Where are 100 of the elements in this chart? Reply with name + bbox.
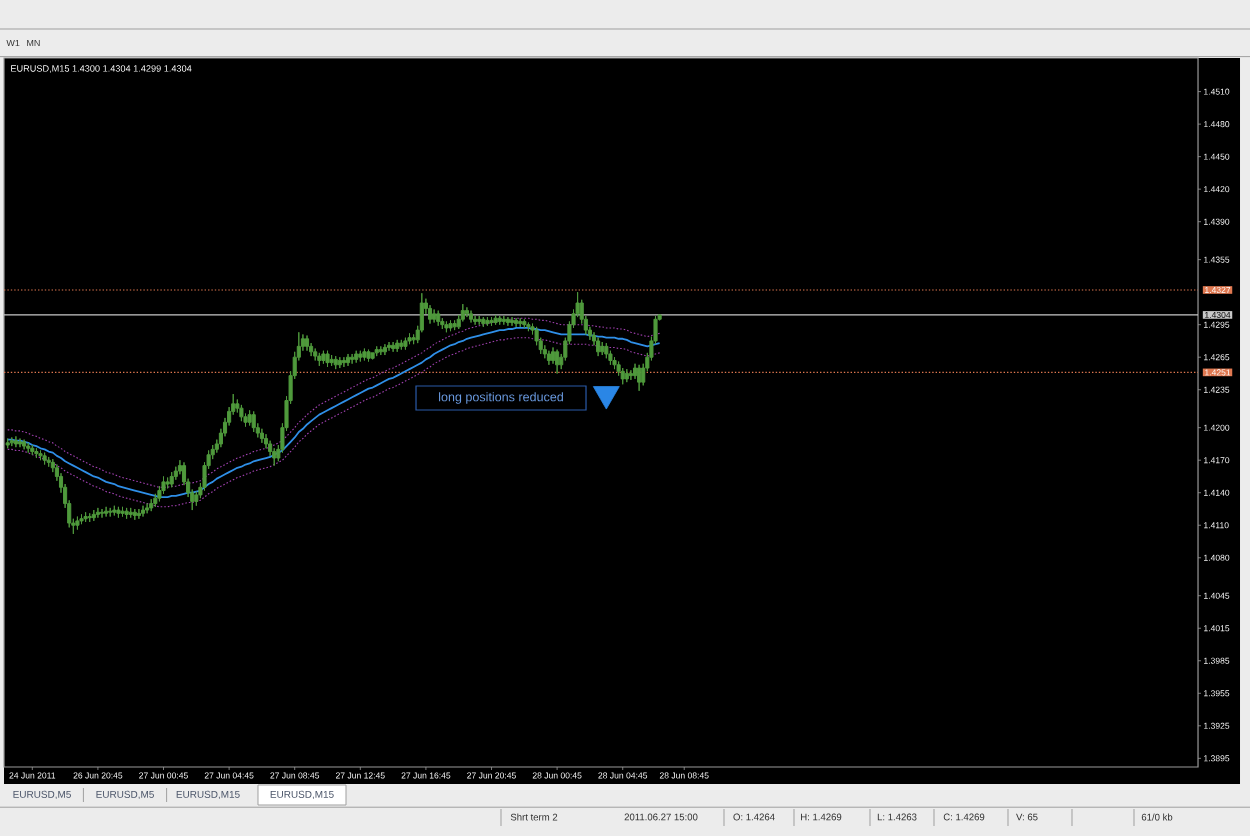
- candlestick: [95, 507, 100, 519]
- candlestick: [87, 512, 92, 523]
- candlestick: [612, 356, 617, 370]
- candlestick: [341, 356, 346, 368]
- candlestick: [165, 477, 170, 489]
- candlestick: [9, 436, 14, 447]
- candlestick: [374, 345, 379, 357]
- candlestick: [444, 320, 449, 333]
- candlestick: [452, 319, 457, 331]
- candlestick: [30, 444, 35, 456]
- candlestick: [259, 428, 264, 444]
- candlestick: [362, 348, 367, 361]
- candlestick: [153, 493, 158, 508]
- candlestick: [272, 447, 277, 467]
- candlestick: [505, 316, 510, 327]
- candlestick: [38, 449, 43, 461]
- candlestick: [440, 317, 445, 330]
- candlestick: [350, 353, 355, 365]
- candlestick: [345, 353, 351, 367]
- candlestick: [526, 322, 531, 332]
- candlestick: [637, 364, 642, 392]
- candlestick: [493, 314, 498, 326]
- candlestick: [194, 491, 199, 507]
- candlestick: [407, 332, 412, 345]
- candlestick: [13, 435, 18, 448]
- candlestick: [534, 326, 539, 346]
- candlestick: [501, 315, 506, 326]
- candlestick: [128, 507, 133, 519]
- candlestick: [370, 352, 375, 360]
- candlestick: [124, 507, 129, 520]
- candlestick: [304, 335, 310, 352]
- candlestick: [395, 339, 400, 353]
- candlestick: [366, 349, 371, 363]
- candlestick: [46, 456, 51, 468]
- candlestick: [600, 341, 605, 356]
- candlestick: [460, 303, 465, 322]
- candlestick: [468, 310, 474, 324]
- candlestick: [26, 442, 31, 454]
- candlestick: [464, 306, 469, 318]
- candlestick: [624, 368, 629, 383]
- candlestick: [243, 413, 248, 428]
- candlestick: [518, 317, 523, 328]
- candlestick: [235, 398, 240, 413]
- candlestick: [309, 342, 314, 357]
- candlestick: [620, 367, 625, 385]
- candlestick: [263, 433, 269, 449]
- candlestick: [522, 318, 527, 329]
- candlestick: [22, 439, 27, 450]
- candlestick: [145, 503, 150, 514]
- candlestick: [321, 350, 326, 365]
- candlestick: [337, 356, 342, 369]
- candlestick: [300, 333, 305, 352]
- candlestick: [509, 316, 515, 327]
- candlestick: [5, 438, 10, 449]
- candlestick: [83, 511, 88, 523]
- candlestick: [497, 315, 502, 326]
- candlestick: [378, 345, 383, 356]
- candlestick: [436, 310, 441, 327]
- candlestick: [555, 349, 560, 374]
- candlestick: [116, 506, 121, 519]
- candlestick: [112, 505, 117, 516]
- candlestick: [317, 352, 322, 367]
- candlestick: [136, 508, 141, 520]
- candlestick: [382, 343, 387, 356]
- candlestick: [108, 507, 113, 518]
- candlestick: [489, 316, 494, 327]
- candlestick: [542, 344, 547, 359]
- candlestick: [608, 350, 613, 366]
- candlestick: [550, 346, 556, 365]
- candlestick: [247, 409, 252, 427]
- candlestick: [17, 438, 23, 448]
- candlestick: [75, 516, 80, 531]
- candlestick: [329, 354, 334, 367]
- candlestick: [140, 505, 146, 518]
- candlestick: [173, 466, 178, 481]
- candlestick: [313, 348, 318, 361]
- candlestick: [411, 333, 416, 345]
- candlestick: [546, 350, 551, 366]
- candlestick: [391, 341, 396, 353]
- candlestick: [448, 319, 453, 332]
- candlestick: [473, 315, 478, 326]
- candlestick: [239, 404, 244, 422]
- candlestick: [477, 315, 482, 326]
- candlestick: [604, 342, 609, 359]
- candlestick: [333, 355, 338, 370]
- candlestick: [427, 304, 433, 325]
- candlestick: [514, 317, 519, 328]
- candlestick: [386, 341, 392, 352]
- candlestick: [120, 506, 125, 518]
- candlestick: [616, 361, 621, 377]
- candlestick: [161, 475, 166, 495]
- candlestick: [42, 452, 47, 466]
- candlestick: [149, 498, 154, 512]
- candlestick: [34, 447, 39, 459]
- candlestick: [132, 508, 137, 521]
- candlestick: [99, 508, 105, 519]
- candlestick: [358, 350, 363, 363]
- candlestick: [432, 309, 437, 324]
- candlestick: [485, 316, 490, 327]
- candlestick: [169, 471, 174, 488]
